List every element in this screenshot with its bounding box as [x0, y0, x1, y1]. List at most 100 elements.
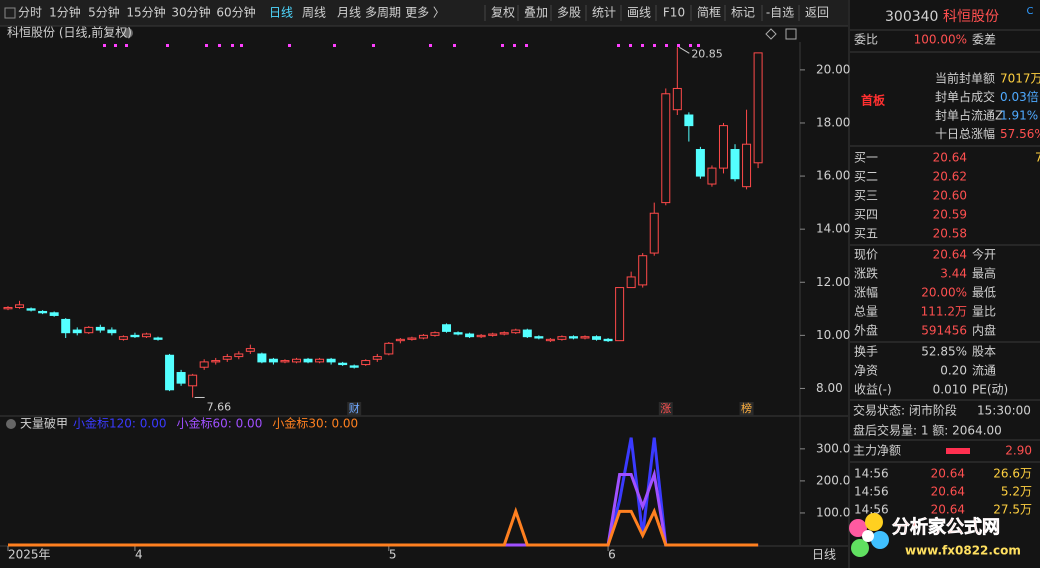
bid-price: 20.58 — [933, 227, 967, 241]
candle-body — [315, 358, 325, 363]
candle-body — [199, 361, 209, 368]
event-marker[interactable]: 榜 — [741, 401, 752, 415]
bid-label: 买五 — [854, 227, 878, 241]
indicator-menu[interactable] — [6, 419, 16, 429]
signal-dot — [333, 44, 336, 47]
x-tick-label: 4 — [135, 548, 143, 562]
toolbar-tool[interactable]: F10 — [663, 6, 685, 20]
toolbar-tool[interactable]: 统计 — [592, 6, 616, 20]
seal-value: 0.03倍 — [1000, 89, 1039, 104]
annotation-label: 7.66 — [207, 400, 232, 413]
candle-body — [188, 374, 198, 387]
candle-body — [222, 356, 232, 360]
candle-body — [61, 318, 71, 334]
toolbar-icon[interactable] — [4, 7, 16, 19]
candle-body — [407, 337, 417, 340]
signal-dot — [697, 44, 700, 47]
candle-body — [707, 167, 717, 185]
signal-dot — [677, 44, 680, 47]
bid-price: 20.60 — [933, 189, 967, 203]
toolbar-tool[interactable]: 多股 — [557, 6, 581, 20]
candle-body — [661, 93, 671, 204]
toolbar-period[interactable]: 多周期 — [365, 6, 401, 20]
toolbar-period[interactable]: 分时 — [18, 6, 42, 20]
chart-title: 科恒股份 (日线,前复权) — [7, 25, 132, 40]
icon-box[interactable] — [785, 28, 797, 40]
event-marker[interactable]: 涨 — [660, 402, 671, 415]
event-marker[interactable]: 财 — [349, 401, 360, 415]
stat-value: 20.00% — [921, 286, 967, 300]
candle-body — [649, 212, 659, 254]
panel-close[interactable]: C — [1027, 6, 1034, 17]
stat-label: 量比 — [972, 305, 996, 319]
x-tick-label: 2025年 — [8, 548, 51, 562]
y-tick-label: 16.00 — [816, 169, 850, 183]
candle-body — [245, 348, 255, 352]
signal-dot — [429, 44, 432, 47]
candle-body — [695, 149, 705, 177]
logo-petal — [851, 539, 869, 557]
toolbar-period[interactable]: 日线 — [269, 6, 293, 20]
toolbar-period[interactable]: 周线 — [302, 6, 326, 20]
candle-body — [545, 338, 555, 342]
seal-label: 十日总涨幅 — [935, 126, 995, 141]
candle-body — [153, 337, 163, 340]
toolbar-period[interactable]: 60分钟 — [216, 5, 255, 20]
title-menu[interactable] — [123, 28, 133, 38]
logo-petal — [865, 513, 883, 531]
signal-dot — [288, 44, 291, 47]
candle-body — [130, 334, 140, 338]
signal-dot — [372, 44, 375, 47]
trade-time: 14:56 — [854, 485, 889, 499]
candle-body — [742, 143, 752, 188]
candle-body — [15, 304, 25, 308]
toolbar-period[interactable]: 更多 〉 — [405, 6, 445, 20]
icon-diamond[interactable] — [765, 28, 777, 40]
candle-body — [476, 334, 486, 338]
x-tick-label: 6 — [608, 548, 616, 562]
legend-entry: 小金标120: 0.00 — [73, 416, 166, 431]
candle-body — [465, 333, 475, 338]
signal-dot — [513, 44, 516, 47]
candle-body — [234, 353, 244, 358]
y-tick-label: 8.00 — [816, 381, 843, 395]
toolbar-period[interactable]: 15分钟 — [126, 5, 165, 20]
toolbar-tool[interactable]: 画线 — [627, 6, 651, 20]
toolbar-period[interactable]: 5分钟 — [88, 5, 120, 20]
event-marker-box — [658, 402, 673, 416]
toolbar-tool[interactable]: 标记 — [731, 6, 755, 20]
trade-time: 15:30:00 — [977, 404, 1031, 418]
stat-value: 111.2万 — [921, 305, 967, 319]
trade-price: 20.64 — [931, 485, 965, 499]
toolbar-tool[interactable]: -自选 — [766, 6, 794, 20]
signal-dot — [114, 44, 117, 47]
candle-body — [176, 372, 186, 384]
candle-body — [522, 329, 532, 338]
stat-label: PE(动) — [972, 383, 1008, 397]
bid-price: 20.64 — [933, 151, 967, 165]
candle-body — [442, 324, 452, 332]
candle-body — [141, 333, 151, 338]
weibi-label: 委比 — [854, 33, 878, 47]
candle-body — [488, 333, 498, 336]
seal-label: 当前封单额 — [935, 71, 995, 86]
toolbar-tool[interactable]: 返回 — [805, 6, 829, 20]
bid-label: 买一 — [854, 151, 878, 165]
toolbar-tool[interactable]: 叠加 — [524, 6, 548, 20]
toolbar-period[interactable]: 月线 — [337, 6, 361, 20]
toolbar-period[interactable]: 1分钟 — [49, 5, 81, 20]
candle-body — [638, 255, 648, 286]
board-tag: 首板 — [861, 93, 886, 108]
weibi-diff: 委差 — [972, 33, 996, 47]
trade-price: 20.64 — [931, 467, 965, 481]
candle-body — [557, 336, 567, 340]
toolbar-tool[interactable]: 复权 — [491, 6, 515, 20]
y-tick-label: 12.00 — [816, 275, 850, 289]
stat-value: 3.44 — [940, 267, 967, 281]
toolbar-period[interactable]: 30分钟 — [171, 5, 210, 20]
signal-dot — [617, 44, 620, 47]
y-tick-label: 14.00 — [816, 222, 850, 236]
toolbar — [0, 0, 848, 26]
toolbar-tool[interactable]: 简框 — [697, 6, 721, 20]
